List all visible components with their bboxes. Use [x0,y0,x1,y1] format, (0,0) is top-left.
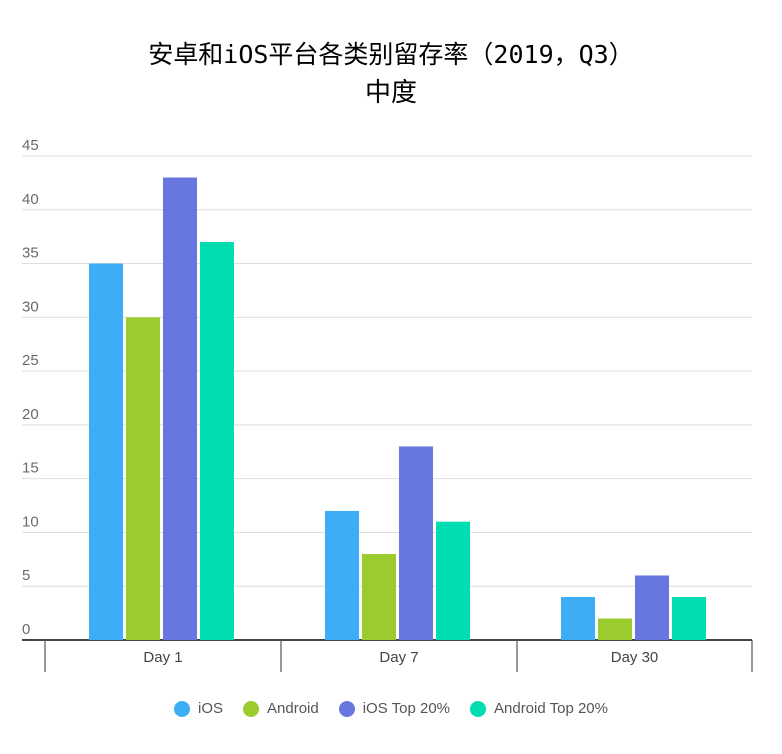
bar-ios-day-1 [89,263,123,640]
legend-item[interactable]: Android [243,700,319,717]
legend-swatch-icon [470,700,486,717]
y-tick-label: 15 [22,460,39,477]
bar-ios-top-20--day-30 [635,575,669,640]
legend-swatch-icon [243,700,260,717]
bar-chart: 0 5 10 15 20 25 30 35 40 45 Day 1 Day 7 Day 30 [22,137,753,672]
legend-swatch-icon [338,700,355,717]
bar-android-day-30 [598,618,632,640]
bar-ios-day-30 [561,596,595,640]
x-category-label: Day 7 [379,649,418,666]
legend-item[interactable]: iOS Top 20% [338,700,450,717]
y-tick-label: 30 [22,298,39,315]
x-category-label: Day 30 [611,649,659,666]
bar-android-day-7 [362,553,396,640]
legend-item[interactable]: iOS [174,700,223,717]
y-tick-label: 25 [22,352,39,369]
bar-ios-top-20--day-1 [163,177,197,640]
y-tick-label: 20 [22,406,39,423]
legend-label: iOS [198,700,224,717]
y-tick-label: 10 [22,513,39,530]
y-tick-label: 5 [22,567,30,584]
bar-android-top-20--day-30 [672,596,706,640]
bar-ios-day-7 [325,510,359,640]
y-tick-label: 45 [22,137,39,154]
bar-android-top-20--day-1 [200,242,234,641]
y-tick-label: 0 [22,621,30,638]
chart-subtitle: 中度 [364,78,417,108]
legend-item[interactable]: Android Top 20% [470,700,608,717]
bar-android-day-1 [126,317,160,640]
legend-swatch-icon [174,700,190,717]
y-tick-label: 40 [22,191,39,208]
legend-label: iOS Top 20% [362,700,450,717]
y-tick-label: 35 [22,245,39,262]
bar-ios-top-20--day-7 [399,446,433,640]
chart-legend: iOS Android iOS Top 20% Android Top 20% [0,700,782,717]
legend-label: Android [267,700,319,717]
x-category-label: Day 1 [143,649,182,666]
legend-label: Android Top 20% [494,700,608,717]
chart-title: 安卓和iOS平台各类别留存率（2019，Q3） [148,40,634,69]
bar-android-top-20--day-7 [436,521,470,640]
